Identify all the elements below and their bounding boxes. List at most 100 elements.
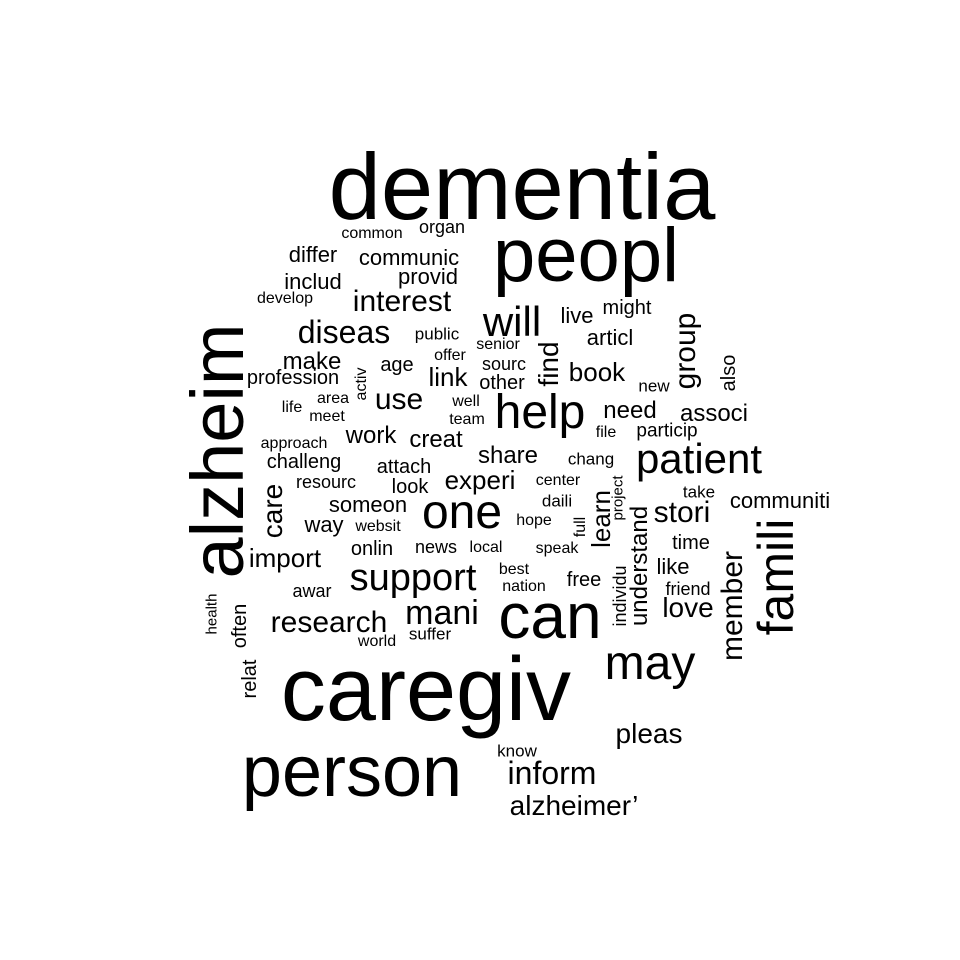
word-suffer: suffer <box>408 624 452 644</box>
word-care: care <box>257 483 288 539</box>
word-group: group <box>669 312 702 390</box>
word-senior: senior <box>476 336 520 353</box>
word-articl: articl <box>586 325 634 350</box>
word-chang: chang <box>567 449 615 469</box>
word-diseas: diseas <box>297 314 391 350</box>
word-associ: associ <box>679 400 749 427</box>
word-dementia: dementia <box>328 134 716 239</box>
word-local: local <box>469 539 503 556</box>
word-differ: differ <box>288 242 338 267</box>
word-help: help <box>494 386 586 439</box>
word-new: new <box>638 376 670 396</box>
word-project: project <box>609 475 627 521</box>
word-area: area <box>316 390 350 407</box>
word-center: center <box>535 472 581 489</box>
word-might: might <box>602 297 652 319</box>
word-time: time <box>672 532 710 554</box>
word-news: news <box>414 537 458 557</box>
word-relat: relat <box>239 659 261 699</box>
word-develop: develop <box>256 290 314 307</box>
word-someon: someon <box>328 492 408 517</box>
word-onlin: onlin <box>350 538 394 560</box>
word-communic: communic <box>358 245 460 270</box>
word-best: best <box>498 561 530 578</box>
word-member: member <box>716 550 749 662</box>
word-patient: patient <box>635 435 763 482</box>
word-interest: interest <box>352 285 452 318</box>
word-also: also <box>718 354 740 392</box>
word-includ: includ <box>284 269 342 294</box>
word-awar: awar <box>292 581 332 601</box>
word-like: like <box>656 554 690 579</box>
word-individu: individu <box>610 565 630 627</box>
word-support: support <box>349 557 477 599</box>
word-free: free <box>566 569 602 591</box>
word-find: find <box>533 341 564 387</box>
word-sourc: sourc <box>481 354 527 374</box>
word-famili: famili <box>748 518 804 636</box>
word-creat: creat <box>409 426 463 453</box>
word-often: often <box>229 603 251 649</box>
word-mani: mani <box>405 594 479 632</box>
word-caregiv: caregiv <box>280 640 572 740</box>
word-inform: inform <box>507 755 597 791</box>
word-use: use <box>374 383 424 416</box>
word-public: public <box>414 324 460 344</box>
word-offer: offer <box>434 347 466 364</box>
word-look: look <box>391 476 429 498</box>
word-attach: attach <box>376 456 432 478</box>
word-challeng: challeng <box>266 451 342 473</box>
word-other: other <box>479 372 525 394</box>
word-may: may <box>604 637 696 690</box>
word-import: import <box>248 543 322 573</box>
word-meet: meet <box>309 408 345 425</box>
word-hope: hope <box>516 512 552 529</box>
word-communiti: communiti <box>729 488 831 513</box>
word-file: file <box>595 424 617 441</box>
word-profession: profession <box>246 367 340 389</box>
word-peopl: peopl <box>493 213 679 298</box>
word-world: world <box>357 633 397 650</box>
word-person: person <box>241 732 463 812</box>
word-will: will <box>482 298 542 345</box>
word-make: make <box>282 348 342 375</box>
word-provid: provid <box>398 264 458 289</box>
word-life: life <box>281 399 303 416</box>
word-team: team <box>449 411 485 428</box>
word-way: way <box>304 512 344 537</box>
word-resourc: resourc <box>295 472 357 492</box>
word-well: well <box>452 393 480 410</box>
word-work: work <box>345 422 397 449</box>
word-share: share <box>477 442 539 469</box>
word-one: one <box>421 486 503 539</box>
word-alzheim: alzheim <box>176 323 259 579</box>
word-activ: activ <box>353 367 370 401</box>
word-stori: stori <box>653 496 711 529</box>
word-love: love <box>662 592 714 623</box>
word-age: age <box>380 354 414 376</box>
word-book: book <box>568 357 626 387</box>
word-pleas: pleas <box>615 718 683 749</box>
word-nation: nation <box>502 578 546 595</box>
word-research: research <box>270 606 388 639</box>
word-common: common <box>341 225 403 242</box>
word-experi: experi <box>444 465 516 495</box>
word-approach: approach <box>260 435 328 452</box>
word-organ: organ <box>418 217 466 237</box>
word-health: health <box>203 593 221 635</box>
word-friend: friend <box>665 579 711 599</box>
word-can: can <box>498 580 602 652</box>
word-daili: daili <box>541 491 573 511</box>
word-full: full <box>572 516 589 538</box>
word-understand: understand <box>626 505 653 627</box>
word-websit: websit <box>355 518 401 535</box>
word-link: link <box>428 362 468 392</box>
word-particip: particip <box>636 420 698 442</box>
word-live: live <box>560 303 594 328</box>
word-speak: speak <box>535 540 579 557</box>
word-take: take <box>682 482 716 502</box>
word-alzheimer: alzheimer’ <box>509 790 639 821</box>
word-know: know <box>497 741 537 761</box>
word-need: need <box>603 397 657 424</box>
